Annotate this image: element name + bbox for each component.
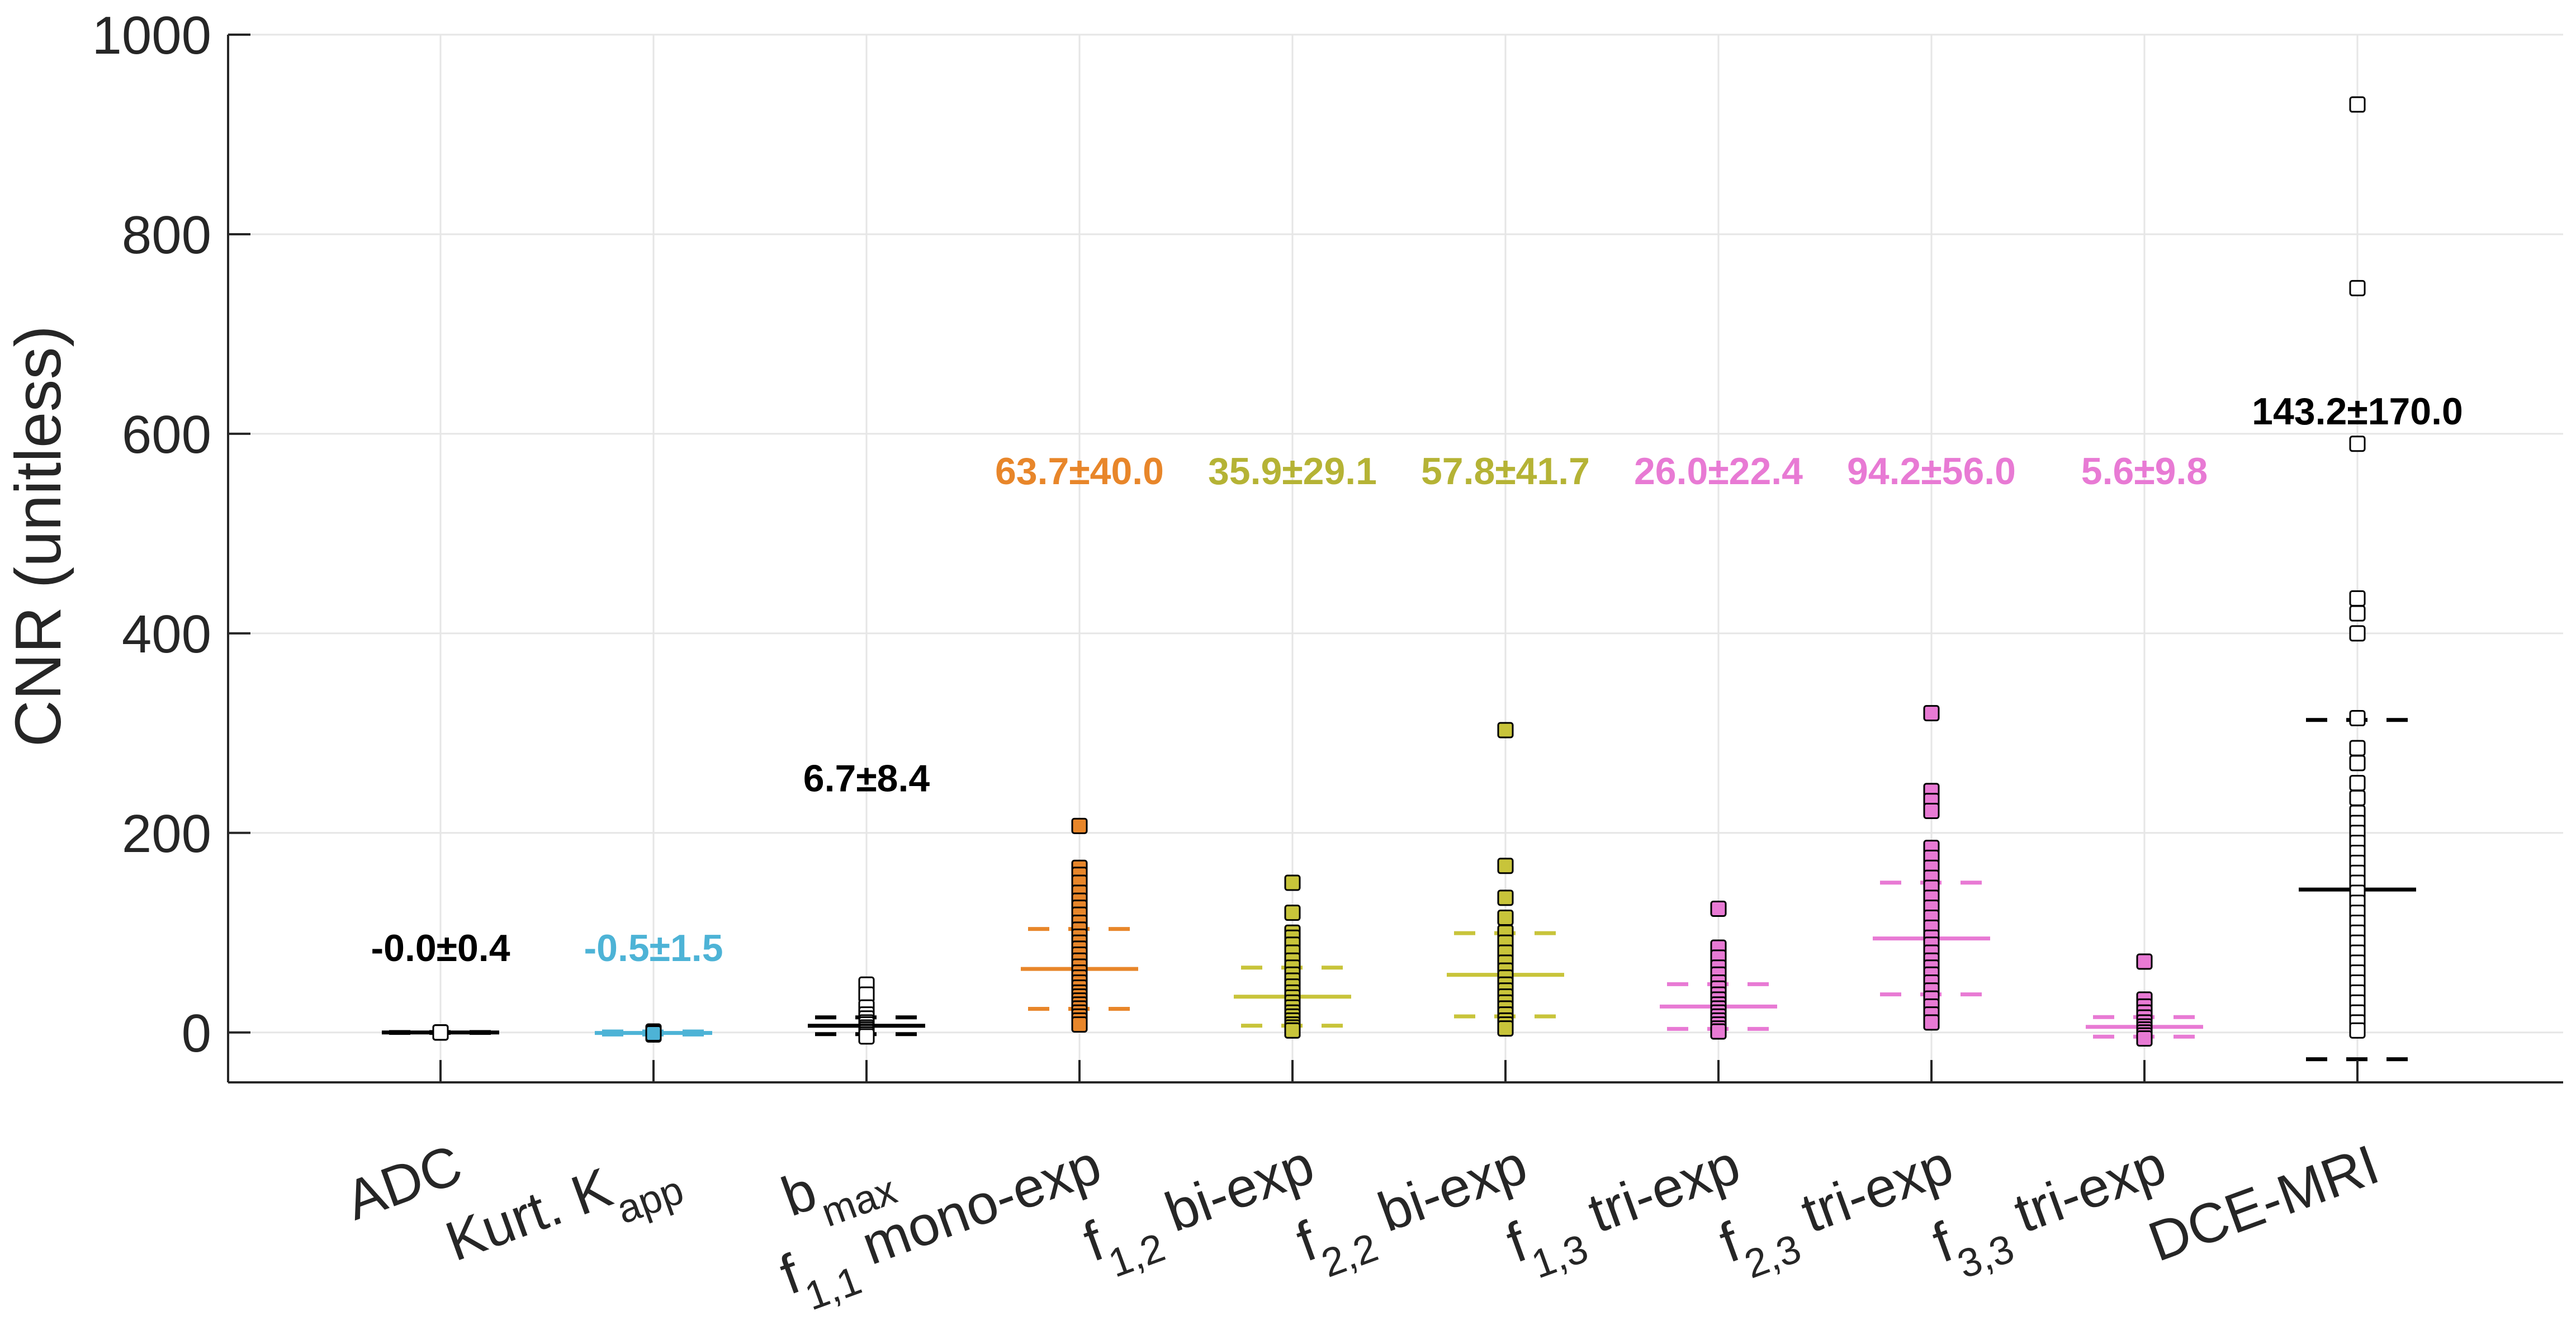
category-label: DCE-MRI (2141, 1133, 2386, 1274)
data-point (2349, 590, 2366, 607)
stat-annotation: 35.9±29.1 (1208, 450, 1377, 493)
data-point (1284, 1022, 1301, 1039)
data-point (1710, 900, 1727, 917)
data-point (2349, 280, 2366, 296)
data-point (858, 1028, 875, 1045)
stat-annotation: 57.8±41.7 (1421, 450, 1590, 493)
y-tick-label: 200 (122, 804, 211, 864)
data-point (1497, 889, 1514, 906)
y-tick-label: 400 (122, 604, 211, 664)
y-tick-label: 1000 (92, 6, 211, 65)
category-label: f2,3 tri-exp (1712, 1133, 1967, 1292)
data-point (1923, 1014, 1940, 1031)
category-label: f3,3 tri-exp (1925, 1133, 2180, 1292)
data-points (432, 96, 2366, 1047)
data-point (2349, 710, 2366, 727)
stat-annotation: 5.6±9.8 (2081, 450, 2208, 493)
grid-layer (228, 34, 2563, 1082)
category-label: f2,2 bi-exp (1289, 1133, 1541, 1291)
data-point (2136, 1030, 2153, 1047)
data-point (645, 1025, 662, 1042)
data-point (1923, 705, 1940, 722)
data-point (2349, 740, 2366, 756)
data-point (2349, 605, 2366, 622)
stat-annotation: -0.5±1.5 (584, 927, 723, 969)
data-point (1497, 1020, 1514, 1037)
data-point (2349, 436, 2366, 452)
data-point (2349, 775, 2366, 792)
y-tick-label: 0 (182, 1004, 211, 1063)
category-label: f1,1 mono-exp (772, 1133, 1115, 1324)
category-label: f1,3 tri-exp (1499, 1133, 1754, 1292)
stat-annotation: 63.7±40.0 (995, 450, 1164, 493)
stat-annotation: 6.7±8.4 (803, 758, 930, 800)
data-point (1710, 1023, 1727, 1040)
y-tick-label: 600 (122, 405, 211, 465)
stat-annotation: 26.0±22.4 (1634, 450, 1803, 493)
data-point (1284, 905, 1301, 921)
data-point (2349, 625, 2366, 642)
category-label: f1,2 bi-exp (1076, 1133, 1328, 1291)
data-point (1497, 910, 1514, 926)
category-label: Kurt. Kapp (438, 1133, 689, 1291)
data-point (1497, 722, 1514, 739)
stat-annotation: 143.2±170.0 (2252, 390, 2463, 433)
statistic-lines (382, 718, 2416, 1062)
stat-annotation: 94.2±56.0 (1847, 450, 2016, 493)
data-point (2349, 755, 2366, 772)
data-point (2136, 953, 2153, 970)
data-point (1071, 817, 1088, 834)
y-axis-label: CNR (unitless) (2, 325, 74, 747)
y-tick-label: 800 (122, 205, 211, 265)
axes (227, 34, 2563, 1083)
data-point (432, 1024, 449, 1041)
data-point (2349, 1022, 2366, 1039)
data-point (2349, 789, 2366, 806)
data-point (1071, 1016, 1088, 1033)
data-point (1497, 858, 1514, 874)
data-point (2349, 96, 2366, 113)
data-point (1284, 874, 1301, 891)
stat-annotation: -0.0±0.4 (371, 927, 510, 969)
data-point (1923, 803, 1940, 820)
